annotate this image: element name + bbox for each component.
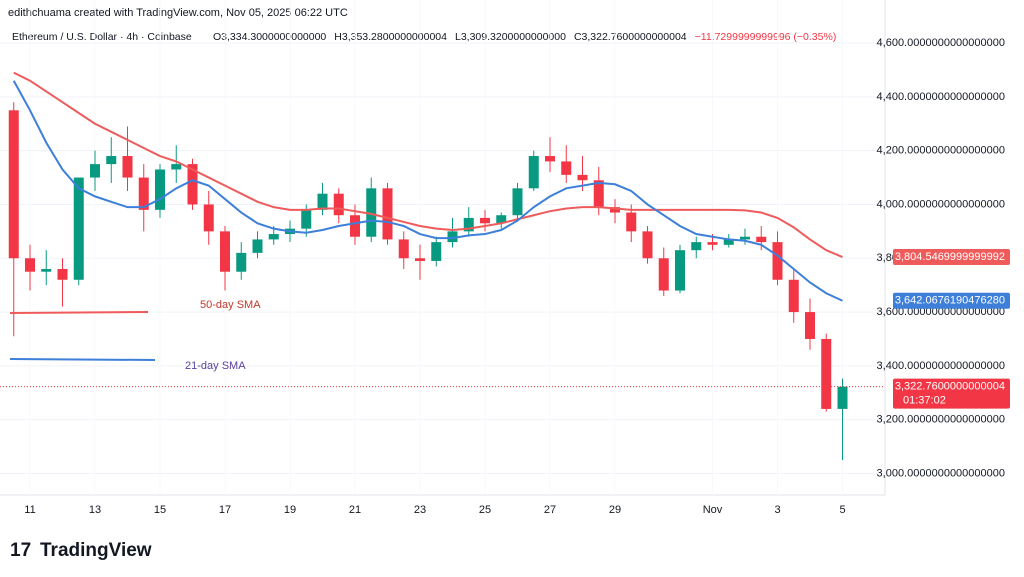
candle-body [447, 231, 458, 243]
y-tick-label: 4,200.0000000000000000 [877, 145, 1005, 157]
ohlc-value: L3,309.3200000000000 [455, 31, 566, 43]
candle-body [431, 242, 442, 261]
attribution: edithchuama created with TradingView.com… [8, 7, 348, 19]
candle-body [122, 156, 133, 178]
candle-body [821, 338, 832, 409]
y-tick-label: 3,600.0000000000000000 [877, 306, 1005, 318]
candle-body [106, 156, 117, 165]
candle-body [333, 193, 344, 216]
candle-body [740, 236, 750, 240]
price-badge-label: 3,804.5469999999992 [895, 251, 1005, 263]
candle-body [837, 386, 848, 409]
candle-body [317, 193, 328, 210]
candle-body [756, 236, 767, 243]
ohlc-value: H3,353.2800000000004 [334, 31, 447, 43]
candle-body [415, 258, 425, 261]
candle-body [252, 239, 263, 253]
candle-body [772, 242, 783, 280]
candle-body [805, 312, 815, 339]
price-badge [893, 249, 1010, 266]
candle-body [138, 177, 149, 210]
legend-label: 21-day SMA [185, 360, 246, 372]
candle-body [382, 188, 393, 240]
legend-swatch [9, 358, 156, 361]
x-tick-label: 19 [284, 504, 296, 516]
candle-body [593, 180, 604, 208]
candle-body [788, 279, 799, 313]
candle-body [528, 156, 539, 189]
candle-body [658, 258, 669, 291]
price-badge-label: 3,642.0676190476280 [895, 295, 1005, 307]
candle-body [545, 156, 555, 162]
candle-body [398, 239, 409, 259]
candle-body [25, 258, 35, 272]
candle-body [610, 207, 620, 213]
y-tick-label: 4,600.0000000000000000 [877, 37, 1005, 49]
last-price-badge [893, 378, 1010, 409]
candle-body [155, 169, 165, 210]
candle-body [203, 204, 214, 232]
x-tick-label: 23 [414, 504, 426, 516]
x-tick-label: 25 [479, 504, 491, 516]
y-tick-label: 4,400.0000000000000000 [877, 91, 1005, 103]
sma-line [12, 80, 843, 302]
price-badge [893, 292, 1010, 309]
candle-body [187, 164, 198, 205]
candle-body [220, 231, 230, 272]
candle-body [236, 252, 247, 272]
symbol: Ethereum / U.S. Dollar · 4h · Coinbase [12, 31, 192, 43]
ohlc-value: C3,322.7600000000004 [574, 31, 687, 43]
legend-label: 50-day SMA [200, 299, 261, 311]
x-tick-label: 21 [349, 504, 361, 516]
last-price-label: 3,322.7600000000004 [895, 381, 1005, 393]
candle-body [90, 164, 100, 178]
brand-icon: 17 [10, 540, 31, 561]
candle-body [675, 250, 685, 291]
x-tick-label: 11 [24, 504, 35, 516]
countdown: 01:37:02 [903, 395, 946, 407]
y-tick-label: 3,400.0000000000000000 [877, 360, 1005, 372]
candle-body [707, 242, 718, 245]
x-tick-label: 3 [774, 504, 780, 516]
ohlc-value: O3,334.3000000000000 [213, 31, 326, 43]
candle-body [642, 231, 653, 259]
candle-body [577, 174, 588, 181]
candle-body [480, 217, 490, 224]
candle-body [463, 217, 474, 232]
candle-body [691, 242, 702, 251]
x-tick-label: 15 [154, 504, 166, 516]
brand: TradingView [40, 540, 152, 561]
x-tick-label: 5 [839, 504, 845, 516]
candle-body [512, 188, 523, 216]
candle-body [8, 110, 19, 259]
candle-body [350, 215, 360, 237]
candle-body [723, 239, 734, 245]
x-tick-label: 29 [609, 504, 621, 516]
legend-swatch [9, 311, 149, 314]
candle-body [268, 234, 279, 240]
candle-body [73, 177, 84, 280]
y-tick-label: 3,200.0000000000000000 [877, 414, 1005, 426]
x-tick-label: Nov [703, 504, 723, 516]
y-tick-label: 4,000.0000000000000000 [877, 198, 1005, 210]
x-tick-label: 13 [89, 504, 101, 516]
candle-body [41, 269, 52, 272]
candle-body [57, 269, 68, 280]
sma-line [13, 71, 843, 258]
candle-body [496, 215, 507, 224]
ohlc-value: −11.7299999999996 (−0.35%) [695, 31, 837, 43]
candle-body [561, 161, 572, 175]
y-tick-label: 3,000.0000000000000000 [877, 467, 1005, 479]
x-tick-label: 17 [219, 504, 231, 516]
candle-body [366, 188, 377, 237]
candle-body [301, 209, 312, 229]
candle-body [626, 212, 637, 232]
candle-body [171, 164, 182, 170]
x-tick-label: 27 [544, 504, 556, 516]
